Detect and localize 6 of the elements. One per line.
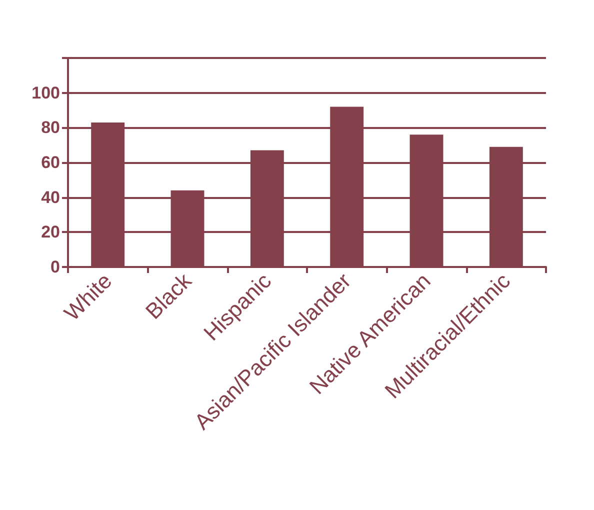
y-tick-label: 80 bbox=[41, 118, 60, 138]
y-tick-label: 20 bbox=[41, 222, 60, 242]
y-tick-label: 0 bbox=[50, 258, 60, 276]
y-tick-label: 100 bbox=[32, 83, 60, 102]
y-tick-label: 40 bbox=[41, 188, 60, 207]
y-tick-label: 60 bbox=[41, 153, 60, 172]
